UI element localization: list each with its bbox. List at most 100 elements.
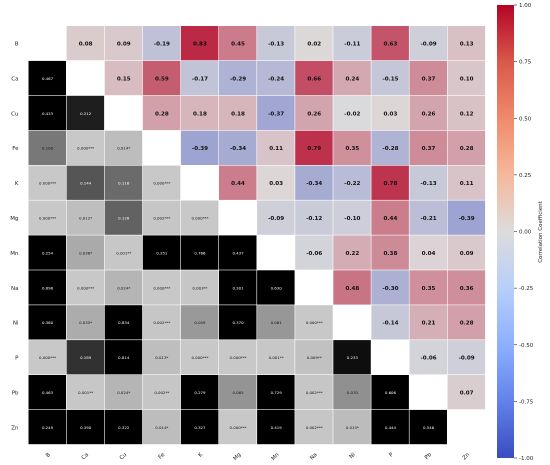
p-value-label: 0.233: [347, 355, 359, 360]
corr-cell: [409, 60, 447, 96]
p-value-cell: [295, 305, 333, 340]
p-value-cell: [28, 305, 66, 340]
p-value-label: 0.059: [194, 320, 206, 325]
corr-value-label: 0.15: [117, 76, 131, 82]
corr-cell: [257, 26, 295, 61]
corr-value-label: -0.09: [459, 356, 475, 362]
x-tick-label: Ni: [349, 452, 358, 461]
p-value-cell: [28, 95, 66, 131]
p-value-label: 0.437: [232, 250, 244, 255]
p-value-cell: [180, 409, 219, 445]
corr-value-label: 0.11: [269, 146, 283, 152]
corr-value-label: 0.44: [384, 216, 398, 222]
p-value-cell: [257, 305, 295, 340]
p-value-label: 0.002**: [154, 390, 169, 395]
p-value-label: 0.001**: [269, 355, 284, 360]
p-value-cell: [257, 270, 295, 305]
p-value-label: 0.898: [42, 285, 54, 290]
corr-value-label: -0.12: [306, 216, 322, 222]
p-value-cell: [104, 409, 143, 445]
corr-cell: [219, 130, 257, 165]
corr-cell: [295, 95, 333, 131]
p-value-label: 0.000***: [77, 285, 94, 290]
corr-cell: [295, 130, 333, 165]
p-value-label: 0.144: [80, 181, 92, 186]
corr-cell: [333, 270, 371, 305]
y-tick-label: Na: [11, 286, 19, 292]
corr-cell: [447, 305, 486, 340]
p-value-label: 0.001**: [78, 390, 93, 395]
p-value-label: 0.463: [42, 390, 54, 395]
corr-cell: [66, 26, 105, 61]
p-value-label: 0.003**: [192, 285, 207, 290]
p-value-label: 0.128: [118, 215, 130, 220]
corr-value-label: 0.18: [193, 111, 207, 117]
p-value-label: 0.009**: [307, 355, 322, 360]
p-value-cell: [180, 375, 219, 410]
corr-cell: [257, 200, 295, 235]
p-value-label: 0.000***: [153, 181, 170, 186]
p-value-label: 0.013*: [155, 355, 168, 360]
p-value-cell: [295, 340, 333, 375]
p-value-cell: [66, 375, 105, 410]
corr-value-label: 0.79: [307, 146, 321, 152]
y-tick-label: Ni: [13, 321, 19, 327]
colorbar-tick-label: 0.00: [519, 230, 532, 236]
p-value-label: 0.116: [118, 181, 130, 186]
x-tick-label: P: [388, 451, 395, 458]
y-axis-labels: B Ca Cu Fe K Mg Mn Na Ni P Pb Zn: [10, 41, 19, 431]
p-value-cell: [333, 409, 371, 445]
corr-value-label: -0.30: [382, 286, 398, 292]
corr-cell: [447, 60, 486, 96]
corr-value-label: -0.21: [420, 216, 436, 222]
corr-value-label: 0.22: [345, 251, 359, 257]
corr-value-label: -0.39: [192, 146, 208, 152]
p-value-label: 0.002***: [153, 215, 170, 220]
corr-value-label: 0.13: [460, 41, 474, 47]
p-value-cell: [295, 375, 333, 410]
p-value-cell: [219, 305, 257, 340]
p-value-cell: [66, 200, 105, 235]
corr-cell: [180, 26, 219, 61]
p-value-label: 0.444: [385, 425, 397, 430]
corr-value-label: -0.02: [344, 111, 360, 117]
p-value-cell: [257, 409, 295, 445]
p-value-cell: [142, 200, 181, 235]
corr-value-label: -0.15: [382, 76, 398, 82]
corr-value-label: 0.37: [422, 76, 436, 82]
corr-value-label: -0.11: [344, 41, 360, 47]
p-value-cell: [104, 130, 143, 165]
corr-value-label: -0.39: [459, 216, 475, 222]
p-value-cell: [257, 375, 295, 410]
p-value-label: 0.000***: [230, 355, 247, 360]
p-value-label: 0.279: [194, 390, 206, 395]
p-value-cell: [142, 409, 181, 445]
p-value-label: 0.012*: [79, 215, 92, 220]
p-value-label: 0.467: [42, 76, 54, 81]
y-tick-label: B: [15, 41, 19, 47]
corr-cell: [447, 200, 486, 235]
colorbar-tick-label: -0.25: [519, 286, 534, 292]
p-value-cell: [28, 200, 66, 235]
p-value-label: 0.360: [42, 320, 54, 325]
corr-cell: [219, 165, 257, 200]
p-value-label: 0.351: [156, 250, 168, 255]
p-value-cell: [28, 235, 66, 270]
corr-cell: [295, 235, 333, 270]
corr-cell: [219, 95, 257, 131]
p-value-cell: [66, 130, 105, 165]
p-value-label: 0.390: [80, 425, 92, 430]
corr-value-label: -0.28: [382, 146, 398, 152]
corr-cell: [104, 60, 143, 96]
corr-value-label: -0.37: [268, 111, 284, 117]
p-value-label: 0.000***: [153, 285, 170, 290]
p-value-label: 0.766: [194, 250, 206, 255]
corr-value-label: -0.14: [382, 321, 398, 327]
corr-value-label: 0.09: [460, 251, 474, 257]
p-value-label: 0.606: [385, 390, 397, 395]
corr-cell: [333, 165, 371, 200]
p-value-label: 0.014*: [155, 425, 168, 430]
corr-cell: [371, 26, 409, 61]
p-value-cell: [104, 165, 143, 200]
p-value-cell: [142, 235, 181, 270]
